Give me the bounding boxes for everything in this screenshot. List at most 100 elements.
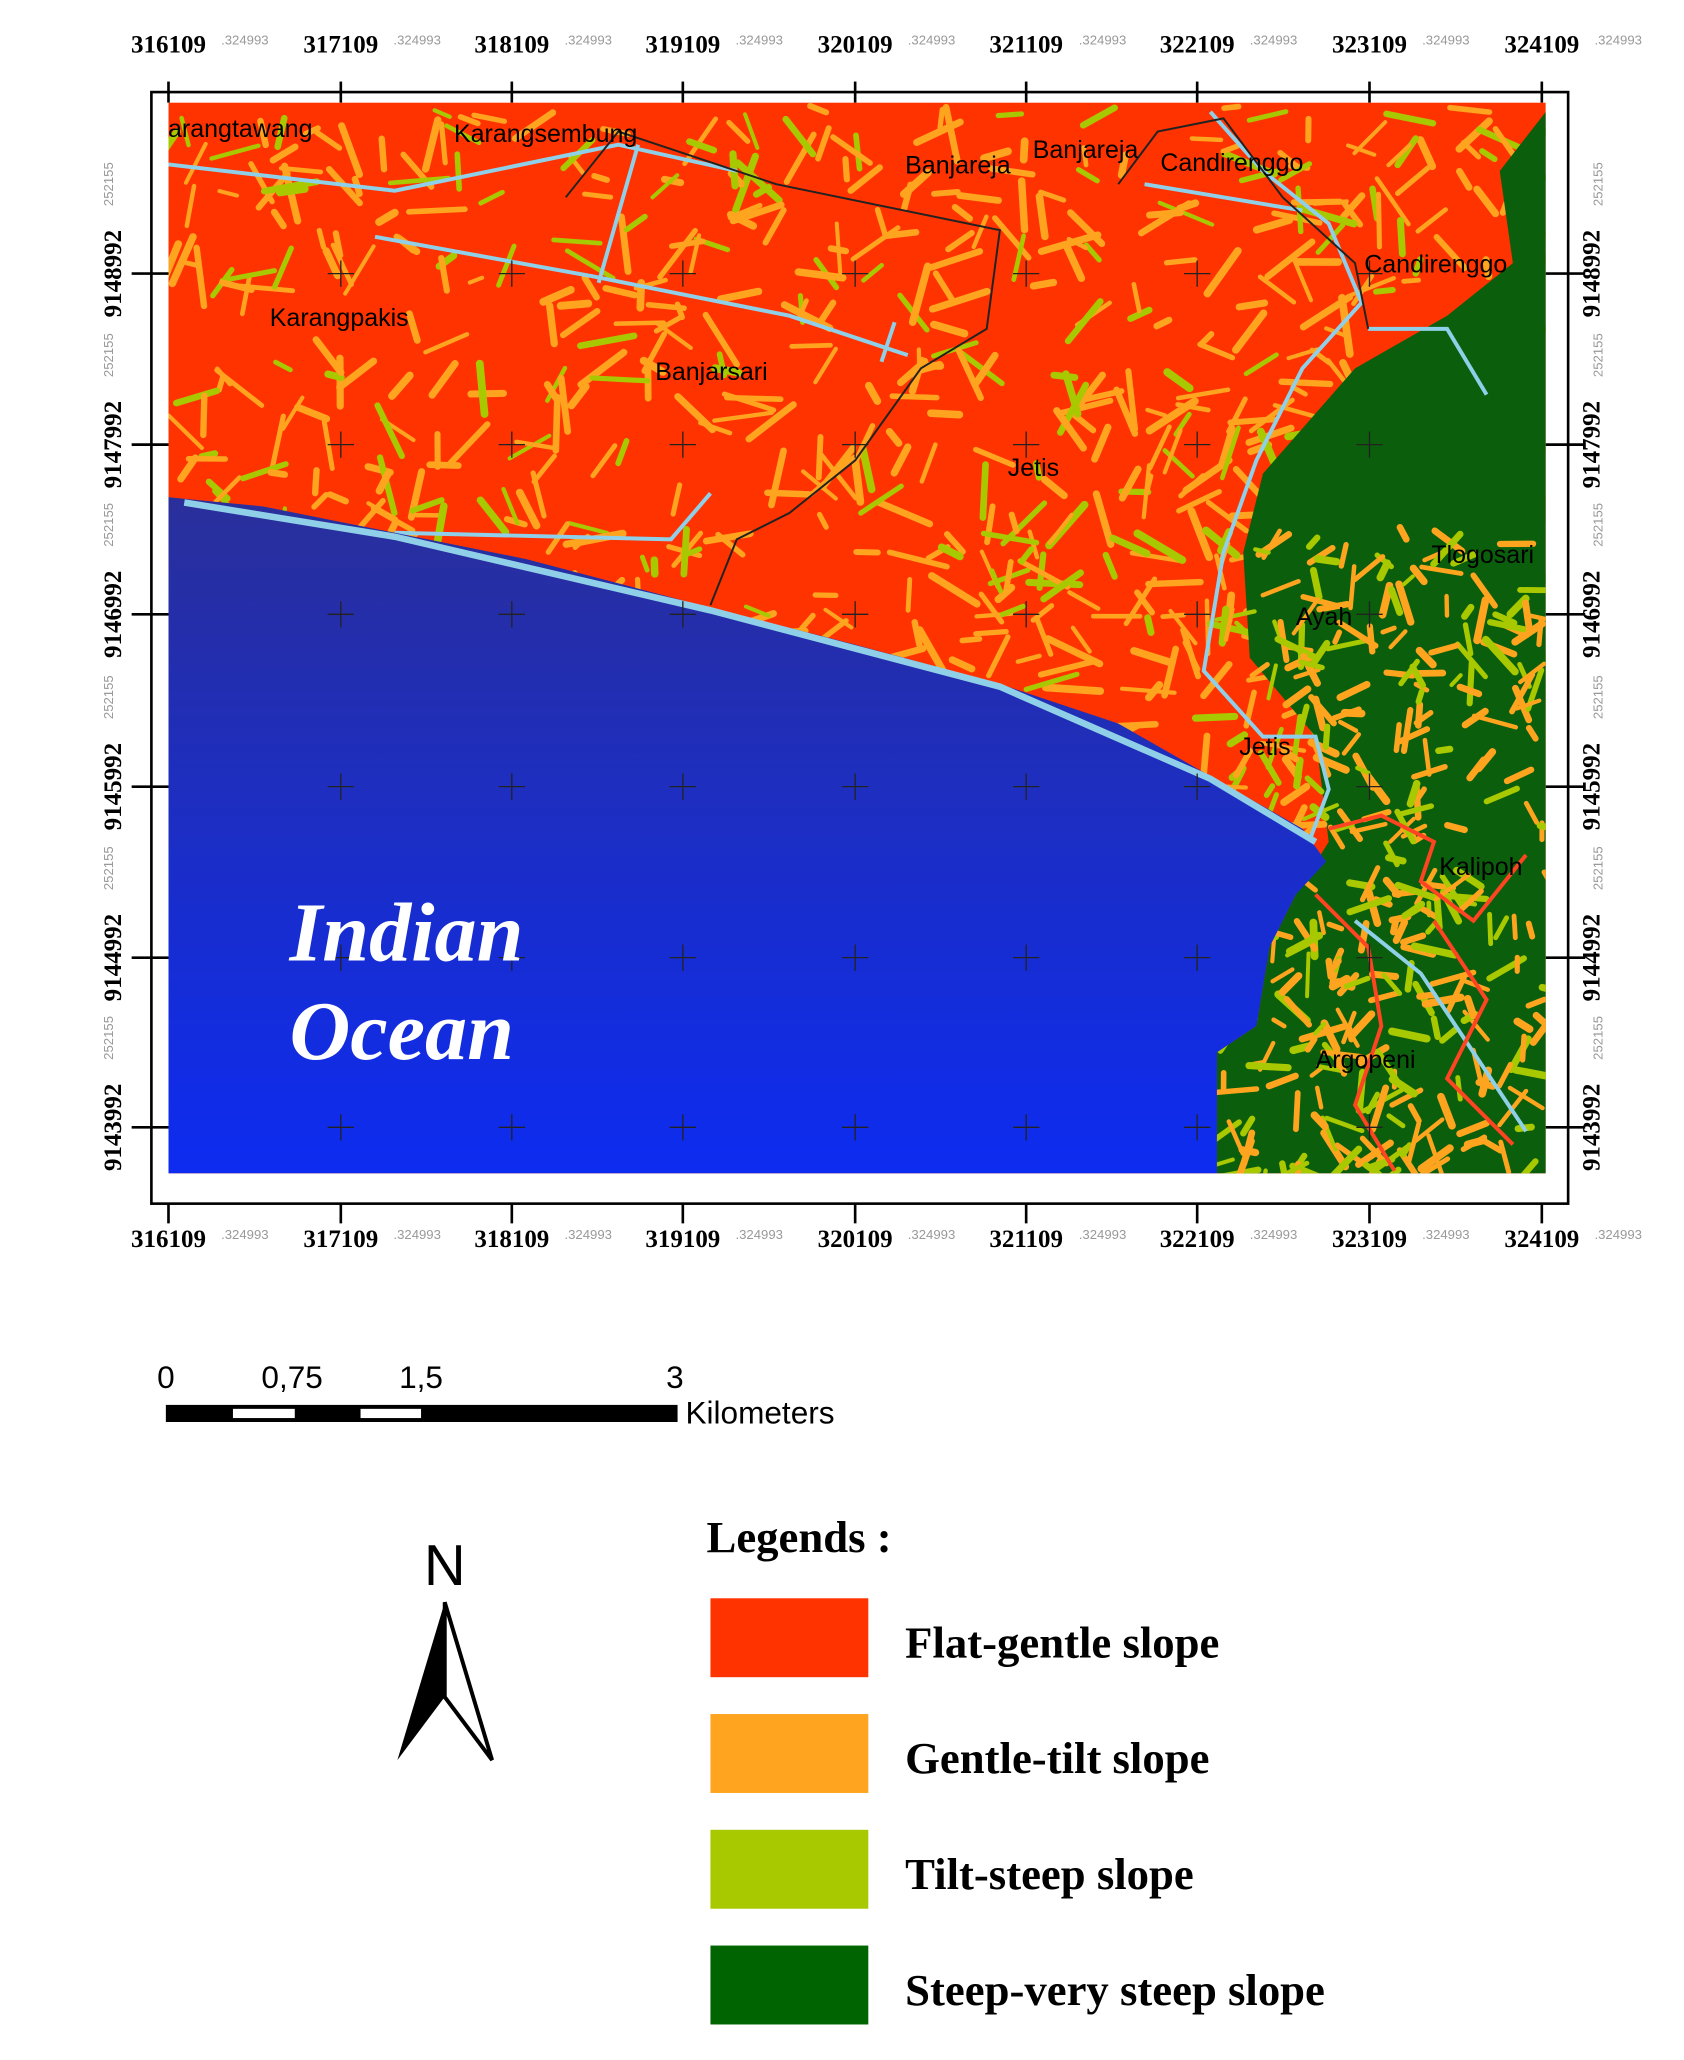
slope-stroke	[1525, 996, 1546, 1009]
x-coordinate-label: 320109	[818, 1226, 893, 1253]
slope-stroke	[260, 178, 321, 195]
slope-stroke	[1271, 210, 1323, 226]
slope-stroke	[971, 214, 989, 250]
y-coordinate-suffix: 252155	[1590, 675, 1605, 719]
slope-stroke	[1383, 110, 1437, 127]
slope-stroke	[807, 102, 830, 116]
slope-stroke	[670, 482, 683, 517]
slope-stroke	[1023, 671, 1080, 692]
slope-stroke	[471, 112, 508, 124]
slope-stroke	[1415, 207, 1448, 234]
map-area: Karangtawang Karangsembung Banjareja Banjar…	[168, 102, 1546, 1174]
slope-stroke	[864, 381, 882, 405]
legend-swatch	[710, 1829, 869, 1909]
x-coordinate-suffix: .324993	[393, 1227, 441, 1242]
slope-stroke	[1320, 1049, 1365, 1060]
y-coordinate-suffix: 252155	[1590, 503, 1605, 547]
slope-stroke	[1220, 143, 1240, 155]
x-coordinate-suffix: .324993	[1250, 33, 1298, 48]
slope-stroke	[861, 263, 884, 283]
slope-stroke	[1198, 331, 1215, 348]
slope-stroke	[1346, 143, 1377, 157]
slope-stroke	[1278, 972, 1303, 996]
slope-stroke	[1011, 233, 1026, 283]
slope-stroke	[1304, 775, 1325, 795]
slope-stroke	[1305, 534, 1321, 550]
slope-stroke	[1386, 143, 1412, 168]
slope-stroke	[602, 285, 639, 299]
ocean-label: Indian	[289, 886, 524, 979]
slope-stroke	[753, 183, 772, 198]
slope-stroke	[269, 413, 286, 470]
slope-stroke	[1226, 731, 1249, 748]
slope-stroke	[1129, 550, 1183, 564]
slope-stroke	[1507, 1085, 1545, 1111]
slope-stroke	[1102, 551, 1118, 580]
slope-stroke	[1145, 397, 1199, 435]
slope-stroke	[198, 450, 219, 460]
slope-stroke	[711, 364, 743, 377]
slope-stroke	[1393, 722, 1402, 754]
slope-stroke	[316, 227, 327, 250]
slope-stroke	[1290, 384, 1308, 397]
slope-stroke	[1447, 104, 1493, 115]
slope-stroke	[988, 165, 1036, 178]
slope-stroke	[1041, 683, 1105, 695]
slope-stroke	[853, 548, 881, 556]
scale-label: 3	[666, 1359, 684, 1395]
slope-stroke	[1388, 816, 1416, 844]
slope-stroke	[1092, 490, 1115, 548]
slope-stroke	[897, 357, 929, 387]
slope-stroke	[183, 141, 208, 185]
slope-stroke	[248, 161, 275, 205]
slope-stroke	[874, 206, 889, 238]
slope-stroke	[851, 454, 865, 506]
slope-stroke	[375, 208, 399, 226]
x-coordinate-label: 321109	[989, 32, 1063, 59]
slope-stroke	[1127, 306, 1153, 322]
slope-stroke	[789, 342, 833, 349]
slope-stroke	[1019, 137, 1029, 164]
slope-stroke	[1223, 607, 1235, 642]
slope-stroke	[1037, 658, 1099, 678]
slope-stroke	[1343, 975, 1371, 990]
slope-stroke	[724, 394, 784, 402]
slope-stroke	[1498, 1139, 1512, 1174]
slope-stroke	[886, 549, 950, 570]
slope-stroke	[992, 215, 1032, 261]
slope-stroke	[1305, 951, 1311, 999]
slope-stroke	[1033, 460, 1043, 481]
slope-stroke	[823, 607, 854, 630]
scale-unit: Kilometers	[685, 1394, 834, 1430]
x-coordinate-label: 323109	[1332, 1226, 1407, 1253]
slope-stroke	[1456, 683, 1483, 698]
slope-stroke	[956, 192, 1002, 204]
slope-stroke	[590, 443, 618, 479]
slope-stroke	[209, 143, 261, 161]
x-coordinate-suffix: .324993	[564, 1227, 612, 1242]
slope-stroke	[1341, 200, 1364, 228]
slope-stroke	[1227, 416, 1277, 426]
slope-stroke	[979, 461, 989, 521]
y-coordinate-suffix: 252155	[1590, 162, 1605, 206]
slope-stroke	[1002, 559, 1014, 596]
slope-stroke	[1417, 1144, 1454, 1173]
slope-stroke	[476, 496, 510, 536]
slope-stroke	[1278, 378, 1334, 388]
legend-swatch	[710, 1714, 869, 1793]
slope-stroke	[928, 572, 981, 608]
slope-stroke	[336, 357, 378, 391]
slope-stroke	[1063, 242, 1086, 282]
slope-stroke	[1338, 719, 1359, 733]
x-coordinate-suffix: .324993	[908, 1227, 956, 1242]
slope-stroke	[1457, 888, 1484, 914]
slope-stroke	[1153, 316, 1173, 330]
y-coordinate-label: 9143992	[100, 1084, 127, 1171]
slope-stroke	[727, 202, 763, 221]
slope-stroke	[999, 603, 1026, 618]
y-coordinate-suffix: 252155	[101, 503, 116, 547]
place-name: Banjareja	[1033, 136, 1139, 164]
slope-stroke	[1243, 352, 1279, 377]
slope-stroke	[567, 382, 590, 410]
slope-stroke	[815, 434, 824, 481]
